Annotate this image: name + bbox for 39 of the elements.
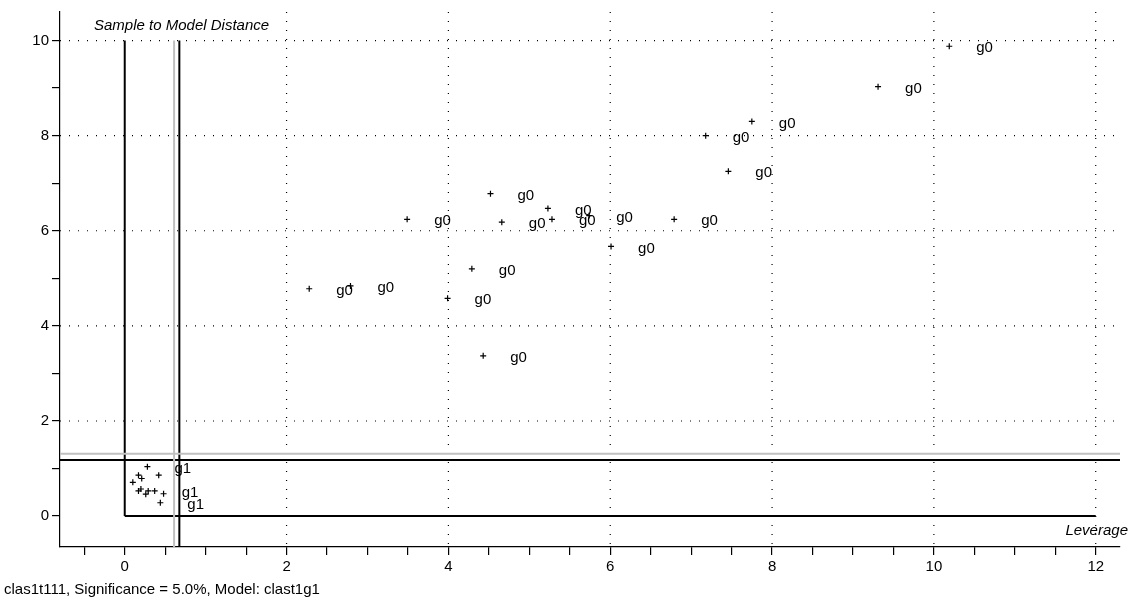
point <box>403 215 411 223</box>
x-axis-title: Leverage <box>1065 521 1128 539</box>
x-tick-label: 12 <box>1087 557 1105 575</box>
x-tick-label: 10 <box>925 557 943 575</box>
y-tick-label: 10 <box>32 30 49 48</box>
y-axis-title: Sample to Model Distance <box>94 16 270 34</box>
data-label: g0 <box>701 211 718 229</box>
y-tick-label: 6 <box>40 220 49 238</box>
data-label: g0 <box>616 207 633 225</box>
data-label: g0 <box>755 163 773 181</box>
y-tick-label: 0 <box>40 506 49 524</box>
y-tick-label: 2 <box>40 411 49 429</box>
point <box>874 83 882 91</box>
data-label: g0 <box>336 280 353 298</box>
data-label: g0 <box>976 38 993 56</box>
data-label: g0 <box>377 278 395 296</box>
x-tick-label: 8 <box>767 557 777 575</box>
data-label: g0 <box>517 185 535 203</box>
data-label: g0 <box>474 290 492 308</box>
point <box>151 487 159 495</box>
y-tick-label: 8 <box>40 125 49 143</box>
point <box>544 204 552 212</box>
data-label: g0 <box>510 347 527 365</box>
data-label: g0 <box>434 211 451 229</box>
data-label: g0 <box>732 127 750 145</box>
x-tick-label: 6 <box>606 557 615 575</box>
y-tick-label: 4 <box>40 316 49 334</box>
data-label: g0 <box>778 113 796 131</box>
x-tick-label: 4 <box>444 557 453 575</box>
point <box>548 215 556 223</box>
point <box>607 242 615 251</box>
data-label: g0 <box>905 78 922 96</box>
x-tick-label: 0 <box>120 557 129 575</box>
data-label: g0 <box>528 214 546 232</box>
data-label: g0 <box>638 238 655 256</box>
x-tick-label: 2 <box>282 557 291 575</box>
text: clas1t111, Significance = 5.0%, Model: clast1g1 <box>4 580 320 598</box>
point <box>468 265 476 273</box>
data-label: g0 <box>498 260 516 278</box>
